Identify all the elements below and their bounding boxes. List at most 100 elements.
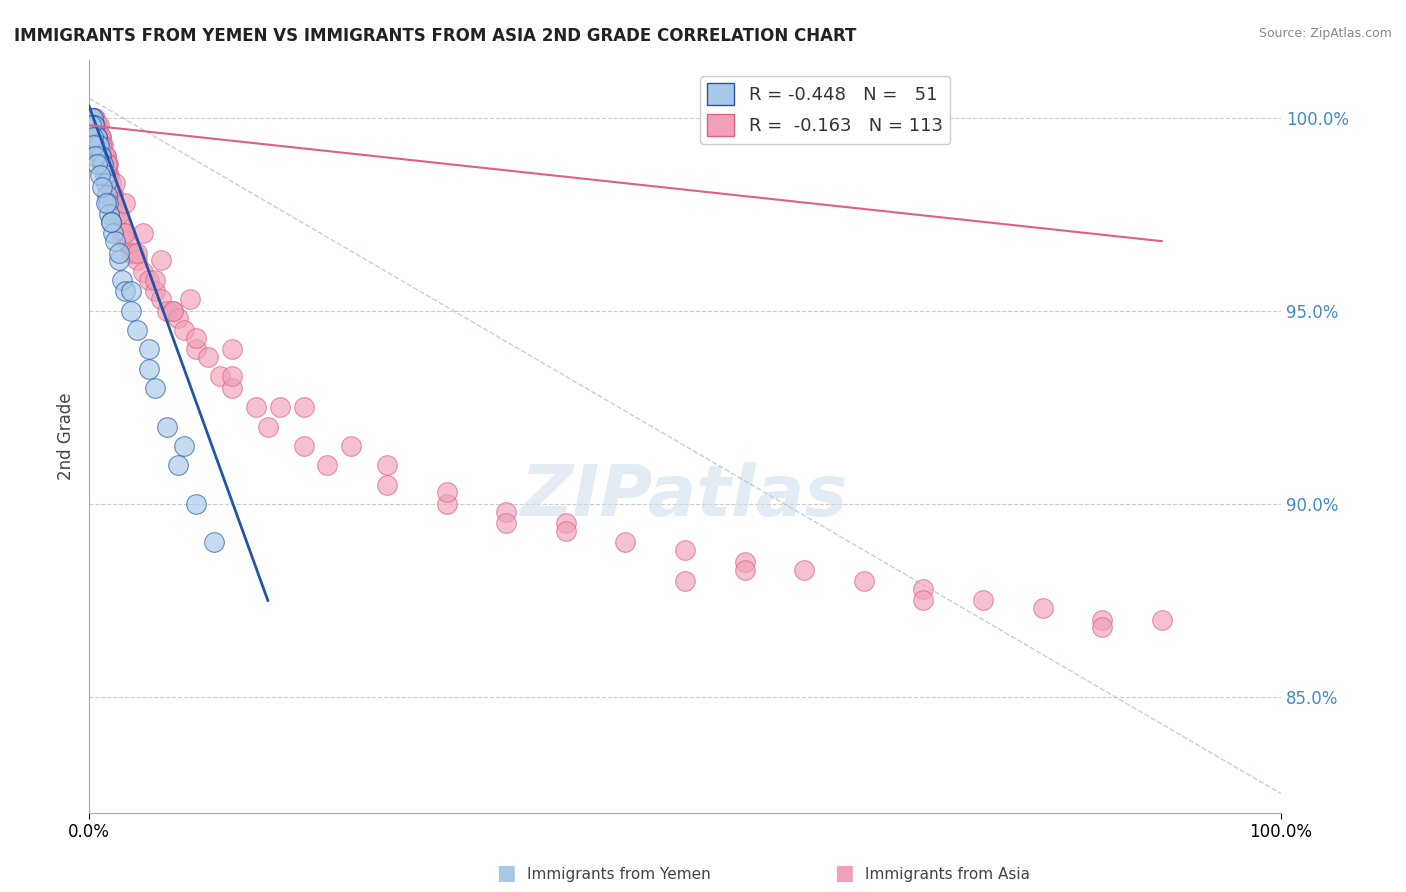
Point — [93, 157, 115, 171]
Point — [793, 562, 815, 576]
Point — [111, 227, 134, 241]
Point — [149, 292, 172, 306]
Text: Source: ZipAtlas.com: Source: ZipAtlas.com — [1258, 27, 1392, 40]
Point — [101, 187, 124, 202]
Point — [101, 195, 124, 210]
Point — [202, 535, 225, 549]
Point — [84, 118, 107, 132]
Point — [912, 582, 935, 596]
Point — [80, 111, 103, 125]
Point — [155, 419, 177, 434]
Point — [87, 137, 110, 152]
Point — [673, 543, 696, 558]
Point — [375, 458, 398, 473]
Point — [143, 381, 166, 395]
Point — [96, 169, 118, 183]
Point — [554, 524, 576, 538]
Point — [91, 157, 114, 171]
Point — [125, 253, 148, 268]
Point — [100, 215, 122, 229]
Point — [149, 253, 172, 268]
Point — [495, 516, 517, 531]
Point — [104, 234, 127, 248]
Point — [94, 195, 117, 210]
Point — [94, 149, 117, 163]
Point — [162, 303, 184, 318]
Point — [83, 118, 105, 132]
Point — [138, 273, 160, 287]
Point — [292, 439, 315, 453]
Point — [80, 111, 103, 125]
Point — [1032, 601, 1054, 615]
Point — [79, 111, 101, 125]
Point — [221, 343, 243, 357]
Point — [1091, 620, 1114, 634]
Point — [93, 149, 115, 163]
Point — [114, 195, 136, 210]
Point — [86, 118, 108, 132]
Point — [162, 303, 184, 318]
Point — [97, 169, 120, 183]
Point — [209, 369, 232, 384]
Point — [245, 401, 267, 415]
Point — [84, 118, 107, 132]
Point — [87, 137, 110, 152]
Point — [82, 118, 104, 132]
Point — [84, 149, 107, 163]
Text: ■: ■ — [496, 863, 516, 882]
Point — [82, 111, 104, 125]
Point — [316, 458, 339, 473]
Point — [221, 381, 243, 395]
Point — [98, 169, 121, 183]
Text: Immigrants from Yemen: Immigrants from Yemen — [527, 867, 711, 881]
Point — [100, 176, 122, 190]
Point — [138, 343, 160, 357]
Y-axis label: 2nd Grade: 2nd Grade — [58, 392, 75, 480]
Point — [436, 497, 458, 511]
Point — [94, 176, 117, 190]
Point — [131, 227, 153, 241]
Point — [96, 157, 118, 171]
Point — [108, 245, 131, 260]
Point — [257, 419, 280, 434]
Point — [114, 227, 136, 241]
Legend: R = -0.448   N =   51, R =  -0.163   N = 113: R = -0.448 N = 51, R = -0.163 N = 113 — [700, 76, 950, 144]
Point — [94, 149, 117, 163]
Point — [86, 118, 108, 132]
Point — [86, 129, 108, 144]
Point — [108, 215, 131, 229]
Point — [186, 497, 208, 511]
Point — [83, 111, 105, 125]
Point — [179, 292, 201, 306]
Point — [90, 137, 112, 152]
Point — [108, 207, 131, 221]
Point — [96, 157, 118, 171]
Point — [173, 323, 195, 337]
Point — [104, 176, 127, 190]
Point — [97, 157, 120, 171]
Point — [89, 169, 111, 183]
Point — [91, 180, 114, 194]
Point — [292, 401, 315, 415]
Point — [96, 157, 118, 171]
Point — [120, 245, 142, 260]
Point — [86, 129, 108, 144]
Point — [83, 111, 105, 125]
Point — [90, 149, 112, 163]
Point — [125, 245, 148, 260]
Point — [554, 516, 576, 531]
Point — [340, 439, 363, 453]
Point — [80, 111, 103, 125]
Point — [269, 401, 291, 415]
Point — [972, 593, 994, 607]
Point — [93, 149, 115, 163]
Point — [80, 111, 103, 125]
Point — [83, 137, 105, 152]
Point — [436, 485, 458, 500]
Point — [103, 195, 125, 210]
Point — [375, 477, 398, 491]
Point — [155, 303, 177, 318]
Point — [80, 118, 103, 132]
Point — [84, 111, 107, 125]
Point — [89, 149, 111, 163]
